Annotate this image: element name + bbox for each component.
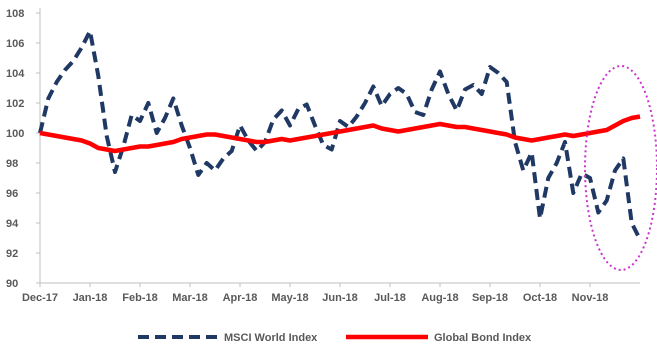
y-tick-label: 102 [6, 98, 24, 110]
y-tick-label: 92 [6, 248, 18, 260]
x-tick-label: Sep-18 [472, 292, 508, 304]
x-tick-label: Apr-18 [223, 292, 258, 304]
y-tick-label: 94 [6, 218, 19, 230]
x-tick-label: Jan-18 [73, 292, 108, 304]
x-tick-label: Aug-18 [421, 292, 458, 304]
highlight-ellipse [585, 66, 657, 270]
y-tick-label: 104 [6, 68, 25, 80]
y-tick-label: 98 [6, 158, 18, 170]
x-tick-label: Jul-18 [374, 292, 406, 304]
legend-label-msci: MSCI World Index [224, 332, 318, 344]
y-tick-label: 108 [6, 8, 24, 20]
annotation-layer [585, 66, 657, 270]
series-layer [40, 31, 640, 240]
y-tick-label: 106 [6, 38, 24, 50]
y-axis: 90 92 94 96 98 100 102 104 106 108 [6, 8, 40, 290]
x-tick-label: Feb-18 [122, 292, 157, 304]
x-tick-label: Jun-18 [322, 292, 357, 304]
x-tick-label: Oct-18 [523, 292, 557, 304]
x-tick-label: Dec-17 [22, 292, 58, 304]
y-tick-label: 90 [6, 278, 18, 290]
x-axis: Dec-17 Jan-18 Feb-18 Mar-18 Apr-18 May-18 Jun-… [22, 283, 640, 304]
x-tick-label: Nov-18 [572, 292, 609, 304]
y-tick-label: 100 [6, 128, 24, 140]
legend: MSCI World Index Global Bond Index [138, 332, 532, 344]
legend-label-bond: Global Bond Index [434, 332, 532, 344]
x-tick-label: Mar-18 [172, 292, 207, 304]
x-tick-label: May-18 [271, 292, 308, 304]
y-tick-label: 96 [6, 188, 18, 200]
